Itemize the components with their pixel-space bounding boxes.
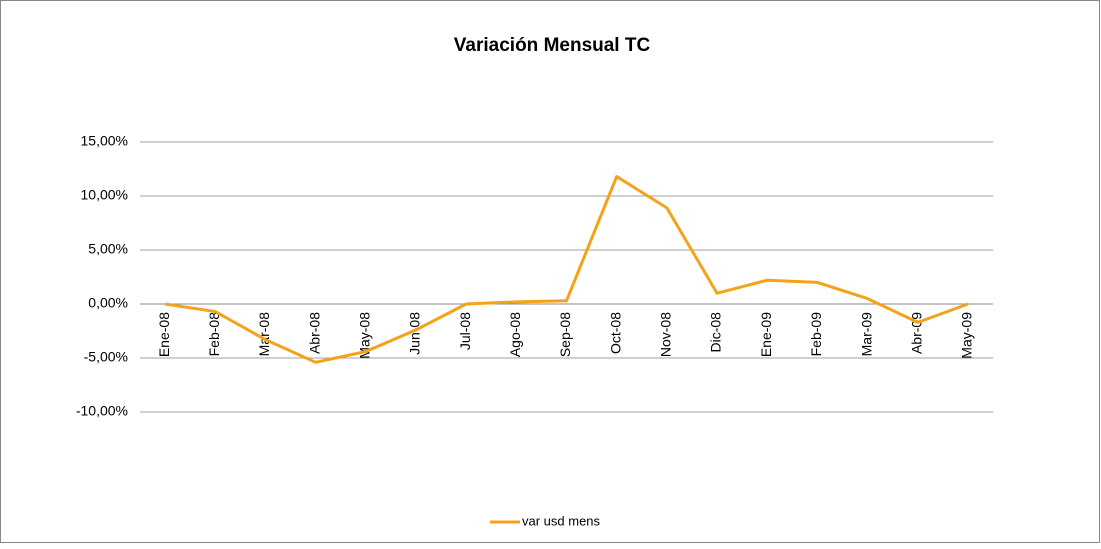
legend-label: var usd mens bbox=[522, 513, 601, 528]
x-tick-label: Ene-08 bbox=[156, 312, 172, 357]
y-tick-label: -10,00% bbox=[76, 403, 128, 419]
y-tick-label: 0,00% bbox=[88, 295, 128, 311]
x-tick-label: Dic-08 bbox=[708, 312, 724, 353]
x-tick-label: Feb-09 bbox=[808, 312, 824, 357]
x-tick-label: Jul-08 bbox=[457, 312, 473, 350]
y-tick-label: -5,00% bbox=[84, 349, 128, 365]
series-line bbox=[164, 175, 969, 364]
x-tick-label: Ago-08 bbox=[507, 312, 523, 357]
y-tick-label: 5,00% bbox=[88, 241, 128, 257]
y-tick-label: 10,00% bbox=[81, 187, 128, 203]
x-tick-label: May-08 bbox=[356, 312, 372, 359]
chart-title: Variación Mensual TC bbox=[454, 35, 651, 56]
x-tick-label: Mar-08 bbox=[256, 312, 272, 357]
x-tick-label: Abr-08 bbox=[306, 312, 322, 354]
x-tick-label: Ene-09 bbox=[758, 312, 774, 357]
x-tick-label: Mar-09 bbox=[858, 312, 874, 357]
y-tick-label: 15,00% bbox=[81, 133, 128, 149]
x-tick-label: Sep-08 bbox=[557, 312, 573, 357]
x-tick-label: Nov-08 bbox=[658, 312, 674, 357]
x-tick-label: Oct-08 bbox=[607, 312, 623, 354]
x-tick-label: Feb-08 bbox=[206, 312, 222, 357]
x-tick-label: May-09 bbox=[959, 312, 975, 359]
x-tick-label: Jun-08 bbox=[407, 312, 423, 355]
